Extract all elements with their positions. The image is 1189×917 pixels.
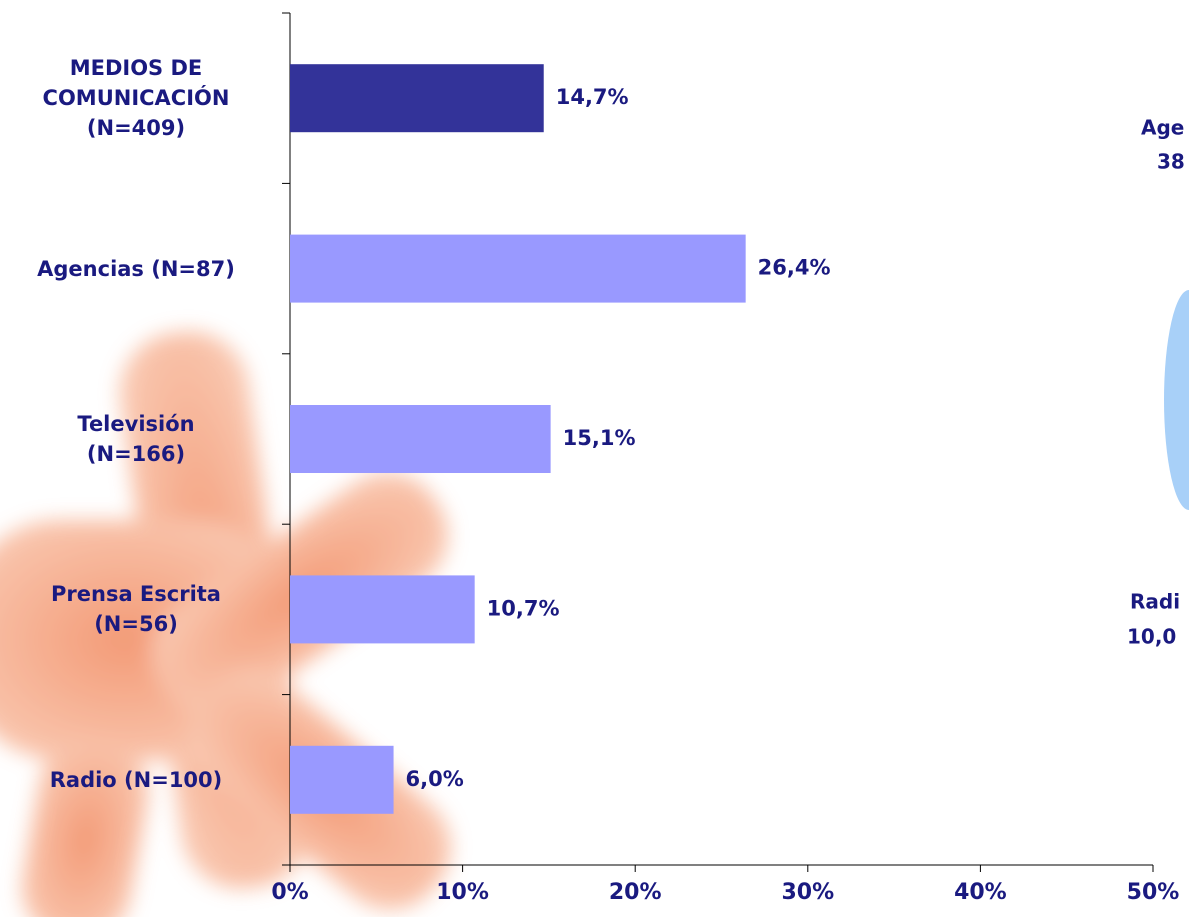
value-label: 10,7%: [487, 596, 560, 620]
bar: [290, 745, 394, 814]
bar: [290, 405, 551, 473]
pie-label: 38: [1157, 150, 1185, 174]
pie-label: Age: [1141, 116, 1184, 140]
value-label: 6,0%: [406, 767, 464, 791]
x-tick-label: 40%: [954, 880, 1007, 905]
bar: [290, 64, 544, 133]
background-decoration: [0, 331, 451, 917]
value-label: 26,4%: [758, 256, 831, 280]
y-tick-label: MEDIOS DE COMUNICACIÓN (N=409): [42, 56, 230, 141]
x-tick-label: 10%: [436, 880, 489, 905]
x-tick-label: 0%: [271, 880, 308, 905]
y-tick-label: Televisión (N=166): [77, 412, 195, 466]
x-tick-label: 20%: [609, 880, 662, 905]
y-tick-label: Radio (N=100): [49, 767, 223, 792]
y-tick-label: Agencias (N=87): [37, 256, 235, 281]
y-tick-label: Prensa Escrita (N=56): [51, 582, 221, 637]
pie-label: 10,0: [1127, 625, 1176, 649]
bar: [290, 234, 746, 303]
x-tick-label: 30%: [781, 880, 834, 905]
pie-fragment: [1164, 290, 1189, 510]
value-label: 15,1%: [563, 426, 636, 450]
pie-label: Radi: [1130, 590, 1180, 614]
value-label: 14,7%: [556, 85, 629, 109]
bar: [290, 575, 475, 644]
x-tick-label: 50%: [1127, 880, 1180, 905]
